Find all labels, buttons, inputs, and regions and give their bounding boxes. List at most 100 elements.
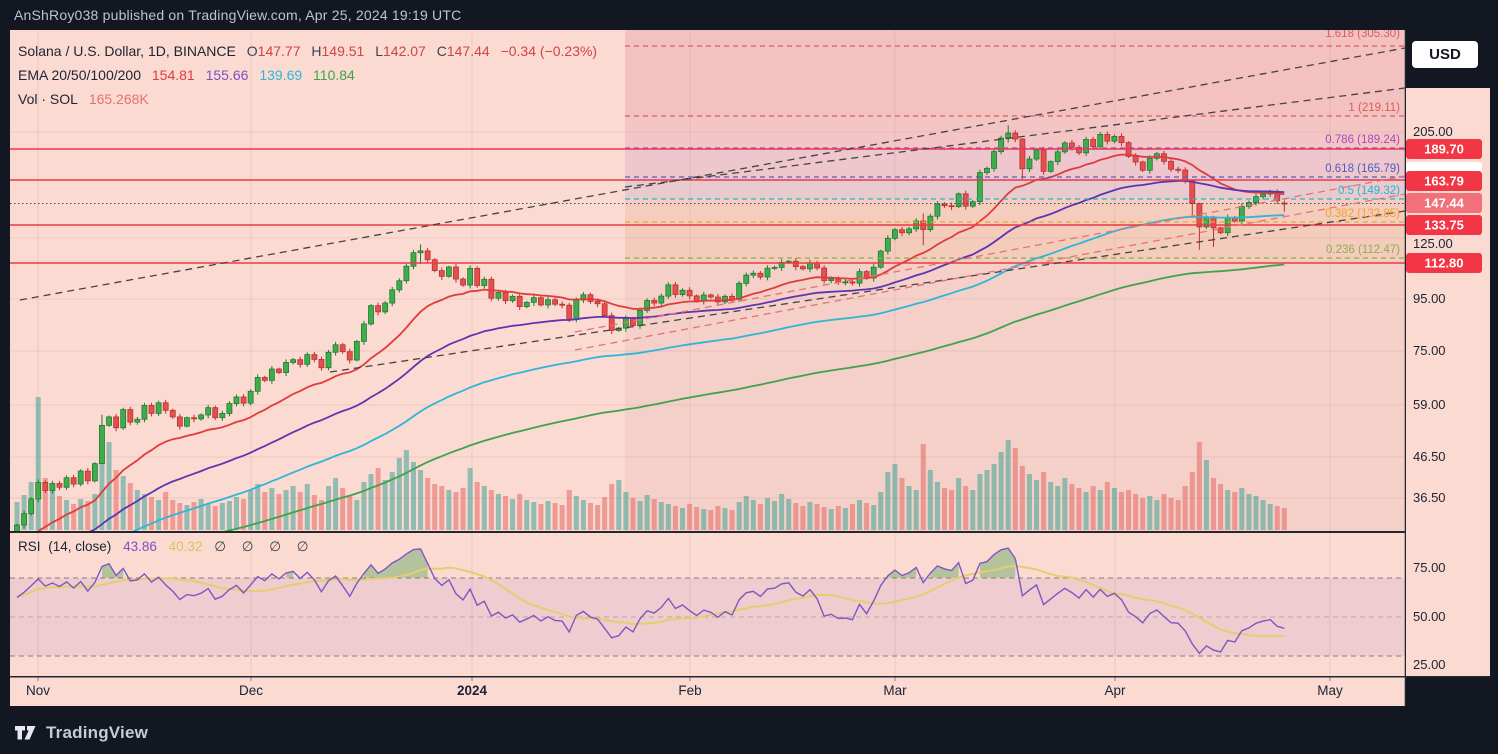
- volume-bar: [1175, 500, 1181, 530]
- ema100-line: [132, 214, 1285, 531]
- volume-bar: [163, 492, 169, 530]
- volume-bar: [333, 478, 339, 530]
- volume-bar: [141, 494, 147, 530]
- volume-bar: [609, 484, 615, 530]
- candle: [339, 344, 346, 353]
- candle: [162, 402, 169, 411]
- volume-bar: [1189, 472, 1195, 530]
- volume-bar: [1225, 490, 1231, 530]
- time-axis-label: Nov: [26, 683, 50, 698]
- time-axis-strip[interactable]: [10, 677, 1405, 706]
- volume-bar: [772, 501, 778, 530]
- volume-bar: [1232, 492, 1238, 530]
- candle: [233, 396, 240, 404]
- pane-divider[interactable]: [10, 531, 1405, 533]
- volume-bar: [1104, 482, 1110, 530]
- price-level-badge-text: 133.75: [1424, 218, 1464, 233]
- rsi-ma-line: [16, 564, 1285, 638]
- candle: [1111, 136, 1118, 142]
- candle: [877, 250, 884, 268]
- trendline[interactable]: [574, 193, 1406, 351]
- volume-bar: [941, 488, 947, 530]
- fib-band-fill: [625, 225, 1405, 263]
- volume-bar: [467, 468, 473, 530]
- candle: [290, 359, 297, 363]
- trendline[interactable]: [19, 47, 1406, 301]
- open-label: O: [246, 43, 258, 59]
- rsi-overbought-fill: [887, 567, 917, 578]
- candle: [42, 482, 49, 491]
- volume-bar: [71, 504, 77, 530]
- volume-bar: [1154, 500, 1160, 530]
- volume-bar: [432, 484, 438, 530]
- candle: [276, 368, 282, 373]
- volume-bar: [382, 480, 388, 530]
- candle: [106, 416, 112, 426]
- volume-bar: [205, 504, 211, 530]
- candle: [1238, 206, 1245, 222]
- candle: [991, 151, 997, 169]
- candle: [318, 359, 325, 369]
- volume-bar: [800, 506, 806, 530]
- volume-bar: [927, 470, 933, 530]
- volume-bar: [602, 497, 608, 530]
- candle: [28, 498, 35, 515]
- volume-bar: [842, 508, 848, 530]
- candle: [927, 215, 934, 230]
- volume-bar: [729, 510, 735, 530]
- trendline[interactable]: [329, 210, 1406, 373]
- volume-bar: [857, 500, 863, 530]
- candle: [127, 409, 134, 423]
- candle: [771, 266, 778, 269]
- currency-toggle-button[interactable]: USD: [1412, 41, 1478, 68]
- volume-bar: [920, 444, 926, 530]
- candle: [368, 305, 374, 325]
- candle: [899, 229, 905, 234]
- trendline[interactable]: [574, 175, 1406, 333]
- candle: [1033, 149, 1040, 160]
- candle: [566, 304, 573, 320]
- candle: [212, 407, 219, 419]
- volume-bar: [1019, 466, 1025, 530]
- ema50-value: 155.66: [205, 67, 249, 83]
- volume-bar: [1161, 494, 1167, 530]
- volume-bar: [1005, 440, 1011, 530]
- publish-info-text: AnShRoy038 published on TradingView.com,…: [14, 7, 462, 23]
- candle: [1061, 142, 1068, 153]
- tradingview-logo[interactable]: TradingView: [14, 720, 148, 746]
- candle: [580, 294, 587, 301]
- volume-bar: [1083, 492, 1089, 530]
- candle: [169, 409, 176, 418]
- volume-bar: [793, 503, 799, 530]
- volume-bar: [708, 510, 714, 530]
- volume-bar: [304, 484, 310, 530]
- ema20-line: [36, 153, 1285, 531]
- candle: [1012, 132, 1019, 140]
- candle: [247, 390, 254, 404]
- candle: [792, 260, 799, 267]
- time-axis-label: Dec: [239, 683, 263, 698]
- rsi-params: (14, close): [48, 539, 112, 554]
- fib-level-label: 0.382 (132.85): [1325, 208, 1400, 220]
- volume-bar: [510, 499, 516, 530]
- volume-bar: [198, 499, 204, 530]
- volume-bar: [623, 492, 629, 530]
- volume-bar: [949, 490, 955, 530]
- candle: [382, 302, 389, 313]
- volume-bar: [1281, 508, 1287, 530]
- candle: [474, 267, 481, 286]
- ema20-value: 154.81: [151, 67, 195, 83]
- fib-level-label: 1.618 (305.30): [1325, 28, 1400, 40]
- volume-bar: [14, 502, 20, 530]
- price-tick-label: 59.00: [1413, 397, 1446, 412]
- candle: [948, 205, 955, 208]
- volume-bar: [1196, 442, 1202, 530]
- candle: [1069, 142, 1075, 148]
- candle: [693, 295, 700, 302]
- candle: [1019, 138, 1026, 170]
- candle: [715, 296, 721, 303]
- volume-bar: [262, 492, 268, 530]
- volume-bar: [149, 497, 155, 530]
